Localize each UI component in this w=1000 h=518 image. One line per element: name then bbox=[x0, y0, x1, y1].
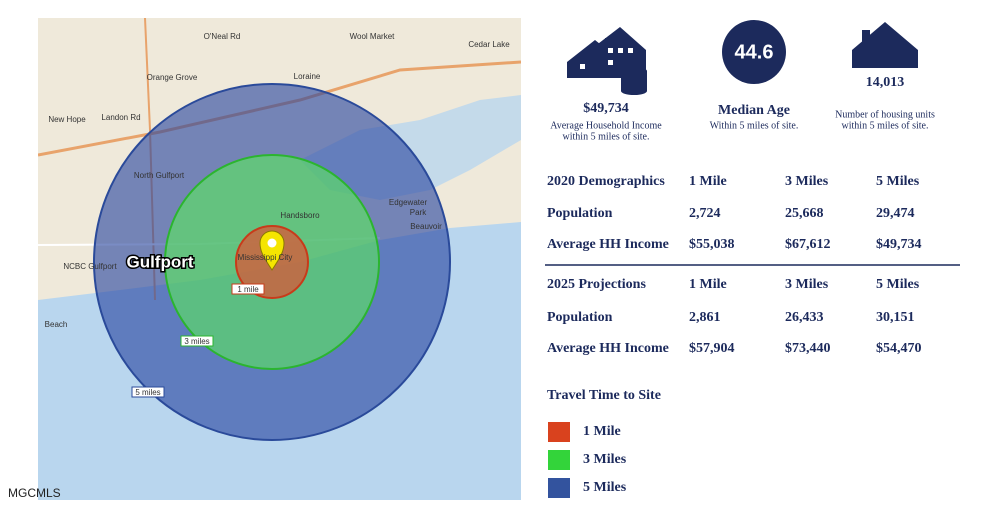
legend-swatch bbox=[548, 450, 570, 470]
legend-swatch bbox=[548, 478, 570, 498]
legend-title: Travel Time to Site bbox=[547, 388, 661, 403]
table-cell: Population bbox=[547, 310, 613, 325]
age-circle bbox=[722, 20, 786, 84]
stat-value: 14,013 bbox=[866, 75, 905, 90]
place-label: Park bbox=[410, 208, 427, 217]
table-cell: 30,151 bbox=[876, 310, 915, 325]
stat-value: 44.6 bbox=[735, 41, 774, 63]
table-cell: $73,440 bbox=[785, 341, 831, 356]
table-header: 3 Miles bbox=[785, 174, 829, 189]
legend-label: 3 Miles bbox=[583, 452, 627, 467]
place-label: Loraine bbox=[294, 72, 321, 81]
site-pin bbox=[259, 230, 285, 271]
table-cell: 26,433 bbox=[785, 310, 824, 325]
table-header: 3 Miles bbox=[785, 277, 829, 292]
table-cell: $67,612 bbox=[785, 237, 831, 252]
stat-label: Median Age bbox=[718, 103, 790, 118]
place-label: Mississippi City bbox=[238, 253, 293, 262]
stat-value: $49,734 bbox=[583, 101, 629, 116]
stat-label: Within 5 miles of site. bbox=[710, 120, 799, 131]
place-label: Edgewater bbox=[389, 198, 428, 207]
place-label: New Hope bbox=[48, 115, 86, 124]
table-header: 2020 Demographics bbox=[547, 174, 665, 189]
table-cell: $55,038 bbox=[689, 237, 735, 252]
table-header: 5 Miles bbox=[876, 277, 920, 292]
place-label: Wool Market bbox=[350, 32, 396, 41]
table-cell: Average HH Income bbox=[547, 237, 669, 252]
legend-label: 1 Mile bbox=[583, 424, 621, 439]
map bbox=[38, 18, 521, 500]
legend-swatch bbox=[548, 422, 570, 442]
ring-label-box bbox=[231, 283, 265, 295]
table-cell: 2,724 bbox=[689, 206, 721, 221]
place-label: Landon Rd bbox=[101, 113, 140, 122]
place-label: O'Neal Rd bbox=[204, 32, 241, 41]
table-cell: Population bbox=[547, 206, 613, 221]
table-header: 2025 Projections bbox=[547, 277, 646, 292]
place-label: Cedar Lake bbox=[468, 40, 510, 49]
site-pin-dot bbox=[267, 238, 277, 248]
ring-label: 5 miles bbox=[135, 388, 160, 397]
table-cell: 2,861 bbox=[689, 310, 721, 325]
stat-label: within 5 miles of site. bbox=[842, 120, 929, 131]
place-label: NCBC Gulfport bbox=[63, 262, 117, 271]
place-label: Handsboro bbox=[280, 211, 320, 220]
table-cell: $49,734 bbox=[876, 237, 922, 252]
table-cell: $54,470 bbox=[876, 341, 922, 356]
watermark: MGCMLS bbox=[8, 486, 61, 500]
city-label: Gulfport bbox=[126, 252, 193, 271]
place-label: Beauvoir bbox=[410, 222, 442, 231]
ring-label: 1 mile bbox=[237, 285, 259, 294]
ring-label-box bbox=[131, 386, 165, 398]
table-header: 1 Mile bbox=[689, 174, 727, 189]
table-cell: 25,668 bbox=[785, 206, 824, 221]
table-cell: $57,904 bbox=[689, 341, 735, 356]
ring-label-box bbox=[180, 335, 214, 347]
stat-label: within 5 miles of site. bbox=[563, 131, 650, 142]
table-cell: Average HH Income bbox=[547, 341, 669, 356]
place-label: Orange Grove bbox=[147, 73, 198, 82]
legend-label: 5 Miles bbox=[583, 480, 627, 495]
ring-label: 3 miles bbox=[184, 337, 209, 346]
home-icon bbox=[852, 22, 918, 68]
table-cell: 29,474 bbox=[876, 206, 915, 221]
house-icon bbox=[567, 27, 647, 95]
place-label: Beach bbox=[45, 320, 68, 329]
table-header: 1 Mile bbox=[689, 277, 727, 292]
place-label: North Gulfport bbox=[134, 171, 185, 180]
stat-label: Number of housing units bbox=[835, 109, 935, 120]
stat-label: Average Household Income bbox=[550, 120, 662, 131]
table-header: 5 Miles bbox=[876, 174, 920, 189]
